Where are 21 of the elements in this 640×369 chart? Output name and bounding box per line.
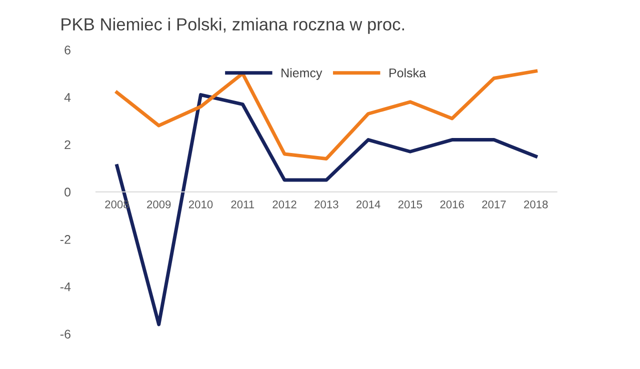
chart-title: PKB Niemiec i Polski, zmiana roczna w proc. xyxy=(62,18,404,34)
y-tick-label: 6 xyxy=(64,46,70,54)
x-tick-label: 2010 xyxy=(188,200,213,208)
y-tick-label: 4 xyxy=(64,93,71,102)
line-series xyxy=(115,69,538,160)
y-tick-label: -2 xyxy=(60,235,70,244)
legend-label: Polska xyxy=(390,68,426,78)
y-tick-label: -4 xyxy=(60,282,71,292)
x-tick-label: 2011 xyxy=(231,200,254,208)
y-tick-label: 0 xyxy=(64,188,71,197)
x-tick-label: 2014 xyxy=(356,200,380,208)
x-tick-label: 2012 xyxy=(272,200,296,208)
x-tick-label: 2017 xyxy=(482,200,506,208)
x-tick-label: 2015 xyxy=(398,200,422,208)
x-tick-label: 2016 xyxy=(440,200,464,208)
x-tick-label: 2018 xyxy=(524,200,548,208)
x-tick-label: 2013 xyxy=(314,200,338,208)
x-tick-label: 2009 xyxy=(147,200,171,208)
y-tick-label: 2 xyxy=(64,140,70,150)
y-tick-label: -6 xyxy=(60,330,70,339)
legend-label: Niemcy xyxy=(282,68,322,80)
